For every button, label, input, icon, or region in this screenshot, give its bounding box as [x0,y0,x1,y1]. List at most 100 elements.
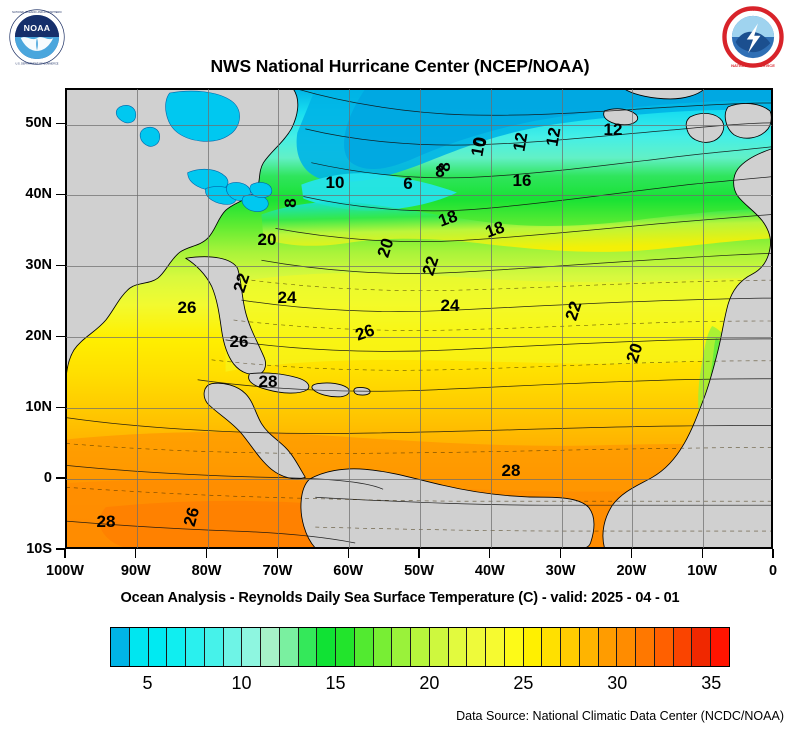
colorbar-cell-25[interactable] [579,628,599,666]
x-axis-label-100w: 100W [46,563,84,579]
colorbar-cell-8[interactable] [261,628,280,666]
plot-caption: Ocean Analysis - Reynolds Daily Sea Surf… [120,590,680,606]
x-axis-label-0: 0 [768,563,778,579]
gridline-lon-70w [278,89,280,548]
gridline-lon-40w [490,89,492,548]
colorbar-cell-28[interactable] [636,628,655,666]
colorbar-cell-31[interactable] [692,628,711,666]
x-tick-50w [418,549,420,558]
colorbar-tick-35: 35 [701,673,722,693]
y-tick-40n [56,193,65,196]
colorbar-tick-5: 5 [142,673,153,693]
colorbar-tick-25: 25 [513,673,534,693]
colorbar-cell-19[interactable] [467,628,486,666]
gridline-lon-90w [136,89,138,548]
x-tick-100w [64,549,66,558]
colorbar-cell-9[interactable] [279,628,299,666]
colorbar-cell-29[interactable] [654,628,674,666]
colorbar-cell-20[interactable] [486,628,505,666]
x-axis-label-90w: 90W [120,563,151,579]
svg-text:WEATHER: WEATHER [743,7,763,12]
colorbar-cell-18[interactable] [448,628,468,666]
gridline-lat-0 [66,479,772,480]
colorbar[interactable] [110,627,730,667]
gridline-lon-20w [632,89,634,548]
sst-map-plot[interactable]: 0 6 8 8 8 10 10 12 12 12 16 18 18 20 20 20 22 22 22 24 24 26 2… [65,88,773,549]
gridline-lat-40n [66,195,772,197]
y-tick-0 [56,477,65,479]
sst-field [66,89,772,548]
colorbar-cell-30[interactable] [673,628,693,666]
colorbar-cell-23[interactable] [542,628,561,666]
colorbar-cell-22[interactable] [523,628,543,666]
x-axis-label-20w: 20W [616,563,647,579]
x-tick-80w [205,549,208,558]
x-axis-label-10w: 10W [687,563,718,579]
colorbar-tick-30: 30 [607,673,628,693]
colorbar-cell-7[interactable] [242,628,261,666]
colorbar-cell-17[interactable] [429,628,449,666]
gridline-lat-20n [66,337,772,339]
y-axis-label-10s: 10S [26,541,52,557]
colorbar-cell-15[interactable] [392,628,411,666]
colorbar-cell-26[interactable] [598,628,618,666]
svg-text:U.S. DEPARTMENT OF COMMERCE: U.S. DEPARTMENT OF COMMERCE [15,61,58,65]
y-axis-label-20n: 20N [25,328,52,345]
page-title: NWS National Hurricane Center (NCEP/NOAA… [210,56,590,76]
colorbar-cell-24[interactable] [561,628,580,666]
colorbar-cell-14[interactable] [373,628,393,666]
gridline-lat-10n [66,408,772,410]
gridline-lon-30w [561,89,563,548]
nws-logo: WEATHER NATIONAL ★ SERVICE [722,6,784,68]
y-tick-10n [56,406,65,408]
colorbar-cell-2[interactable] [148,628,168,666]
y-tick-50n [56,122,65,125]
x-axis-label-80w: 80W [191,563,222,579]
colorbar-cell-5[interactable] [204,628,224,666]
y-tick-30n [56,264,65,266]
x-axis-label-30w: 30W [545,563,576,579]
colorbar-cell-4[interactable] [186,628,205,666]
colorbar-cell-11[interactable] [317,628,336,666]
colorbar-cell-1[interactable] [129,628,149,666]
colorbar-tick-10: 10 [231,673,252,693]
y-axis-label-0: 0 [43,470,52,487]
gridline-lon-50w [420,89,421,548]
x-tick-40w [489,549,491,558]
y-axis-label-10n: 10N [25,399,52,416]
colorbar-cell-0[interactable] [111,628,130,666]
colorbar-cell-13[interactable] [354,628,374,666]
colorbar-cell-10[interactable] [298,628,318,666]
colorbar-cell-3[interactable] [167,628,186,666]
x-tick-70w [276,549,279,558]
colorbar-cell-12[interactable] [336,628,355,666]
data-source-credit: Data Source: National Climatic Data Cent… [456,709,784,723]
colorbar-cell-16[interactable] [411,628,430,666]
x-axis-label-70w: 70W [262,563,293,579]
x-axis-label-60w: 60W [333,563,364,579]
svg-text:NATIONAL OCEANIC AND ATMOSPHER: NATIONAL OCEANIC AND ATMOSPHERIC [12,10,62,14]
noaa-logo: NOAA NATIONAL OCEANIC AND ATMOSPHERIC U.… [8,8,66,66]
colorbar-cell-32[interactable] [711,628,729,666]
gridline-lon-10w [703,89,705,548]
gridline-lat-50n [66,124,772,126]
colorbar-cell-21[interactable] [504,628,524,666]
y-axis-label-30n: 30N [25,257,52,274]
x-tick-20w [630,549,633,558]
colorbar-cell-6[interactable] [223,628,243,666]
y-axis-label-50n: 50N [25,115,52,132]
y-tick-20n [56,335,65,337]
svg-text:NOAA: NOAA [24,23,51,33]
gridline-lon-60w [349,89,351,548]
colorbar-tick-20: 20 [419,673,440,693]
gridline-lon-80w [207,89,209,548]
y-tick-10s [56,548,65,550]
gridline-lat-30n [66,266,772,268]
colorbar-cell-27[interactable] [617,628,636,666]
x-axis-label-40w: 40W [474,563,505,579]
x-tick-90w [135,549,137,558]
y-axis-label-40n: 40N [25,186,52,203]
x-tick-30w [559,549,562,558]
colorbar-tick-15: 15 [325,673,346,693]
